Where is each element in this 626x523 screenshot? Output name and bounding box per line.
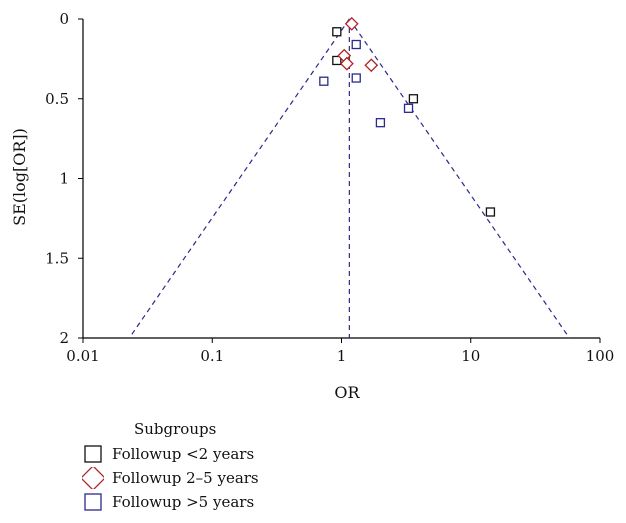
- reference-lines: [128, 18, 570, 339]
- legend-item: Followup <2 years: [82, 442, 259, 466]
- legend-item: Followup >5 years: [82, 490, 259, 514]
- y-tick-label: 0.5: [45, 90, 69, 108]
- funnel-right-line: [348, 18, 570, 339]
- legend: Subgroups Followup <2 years Followup 2–5 …: [82, 420, 259, 514]
- x-tick-label: 0.01: [66, 347, 99, 365]
- x-tick-label: 0.1: [200, 347, 224, 365]
- tick-labels: 0.01 0.1 1 10 100 0 0.5 1 1.5 2: [45, 10, 614, 365]
- data-point: [332, 55, 342, 66]
- data-point: [339, 56, 354, 71]
- legend-title: Subgroups: [134, 420, 217, 438]
- legend-swatch: [82, 467, 104, 489]
- funnel-left-line: [128, 18, 350, 339]
- data-point: [332, 27, 342, 37]
- legend-label: Followup 2–5 years: [112, 469, 259, 487]
- legend-item: Followup 2–5 years: [82, 466, 259, 490]
- legend-marker-icon: [82, 491, 104, 513]
- data-point: [375, 118, 386, 128]
- legend-label: Followup >5 years: [112, 493, 255, 511]
- axes: [78, 18, 601, 343]
- legend-marker-icon: [82, 443, 104, 465]
- data-points: [319, 16, 496, 217]
- x-tick-label: 1: [337, 347, 347, 365]
- legend-label: Followup <2 years: [112, 445, 255, 463]
- data-point: [319, 76, 329, 86]
- data-point: [485, 207, 496, 217]
- y-tick-label: 1: [59, 170, 69, 188]
- data-point: [351, 39, 361, 50]
- data-point: [351, 73, 361, 83]
- legend-swatch: [84, 493, 102, 511]
- legend-marker-icon: [82, 467, 104, 489]
- x-tick-label: 100: [586, 347, 615, 365]
- y-tick-label: 0: [59, 10, 69, 28]
- data-point: [403, 103, 414, 113]
- data-point: [344, 16, 359, 31]
- data-point: [408, 94, 419, 104]
- legend-swatch: [84, 445, 102, 463]
- y-tick-label: 2: [59, 329, 69, 347]
- x-tick-label: 10: [461, 347, 480, 365]
- y-tick-label: 1.5: [45, 249, 69, 267]
- y-axis-label: SE(log[OR]): [10, 128, 29, 226]
- data-point: [364, 58, 379, 73]
- x-axis-label: OR: [334, 383, 360, 402]
